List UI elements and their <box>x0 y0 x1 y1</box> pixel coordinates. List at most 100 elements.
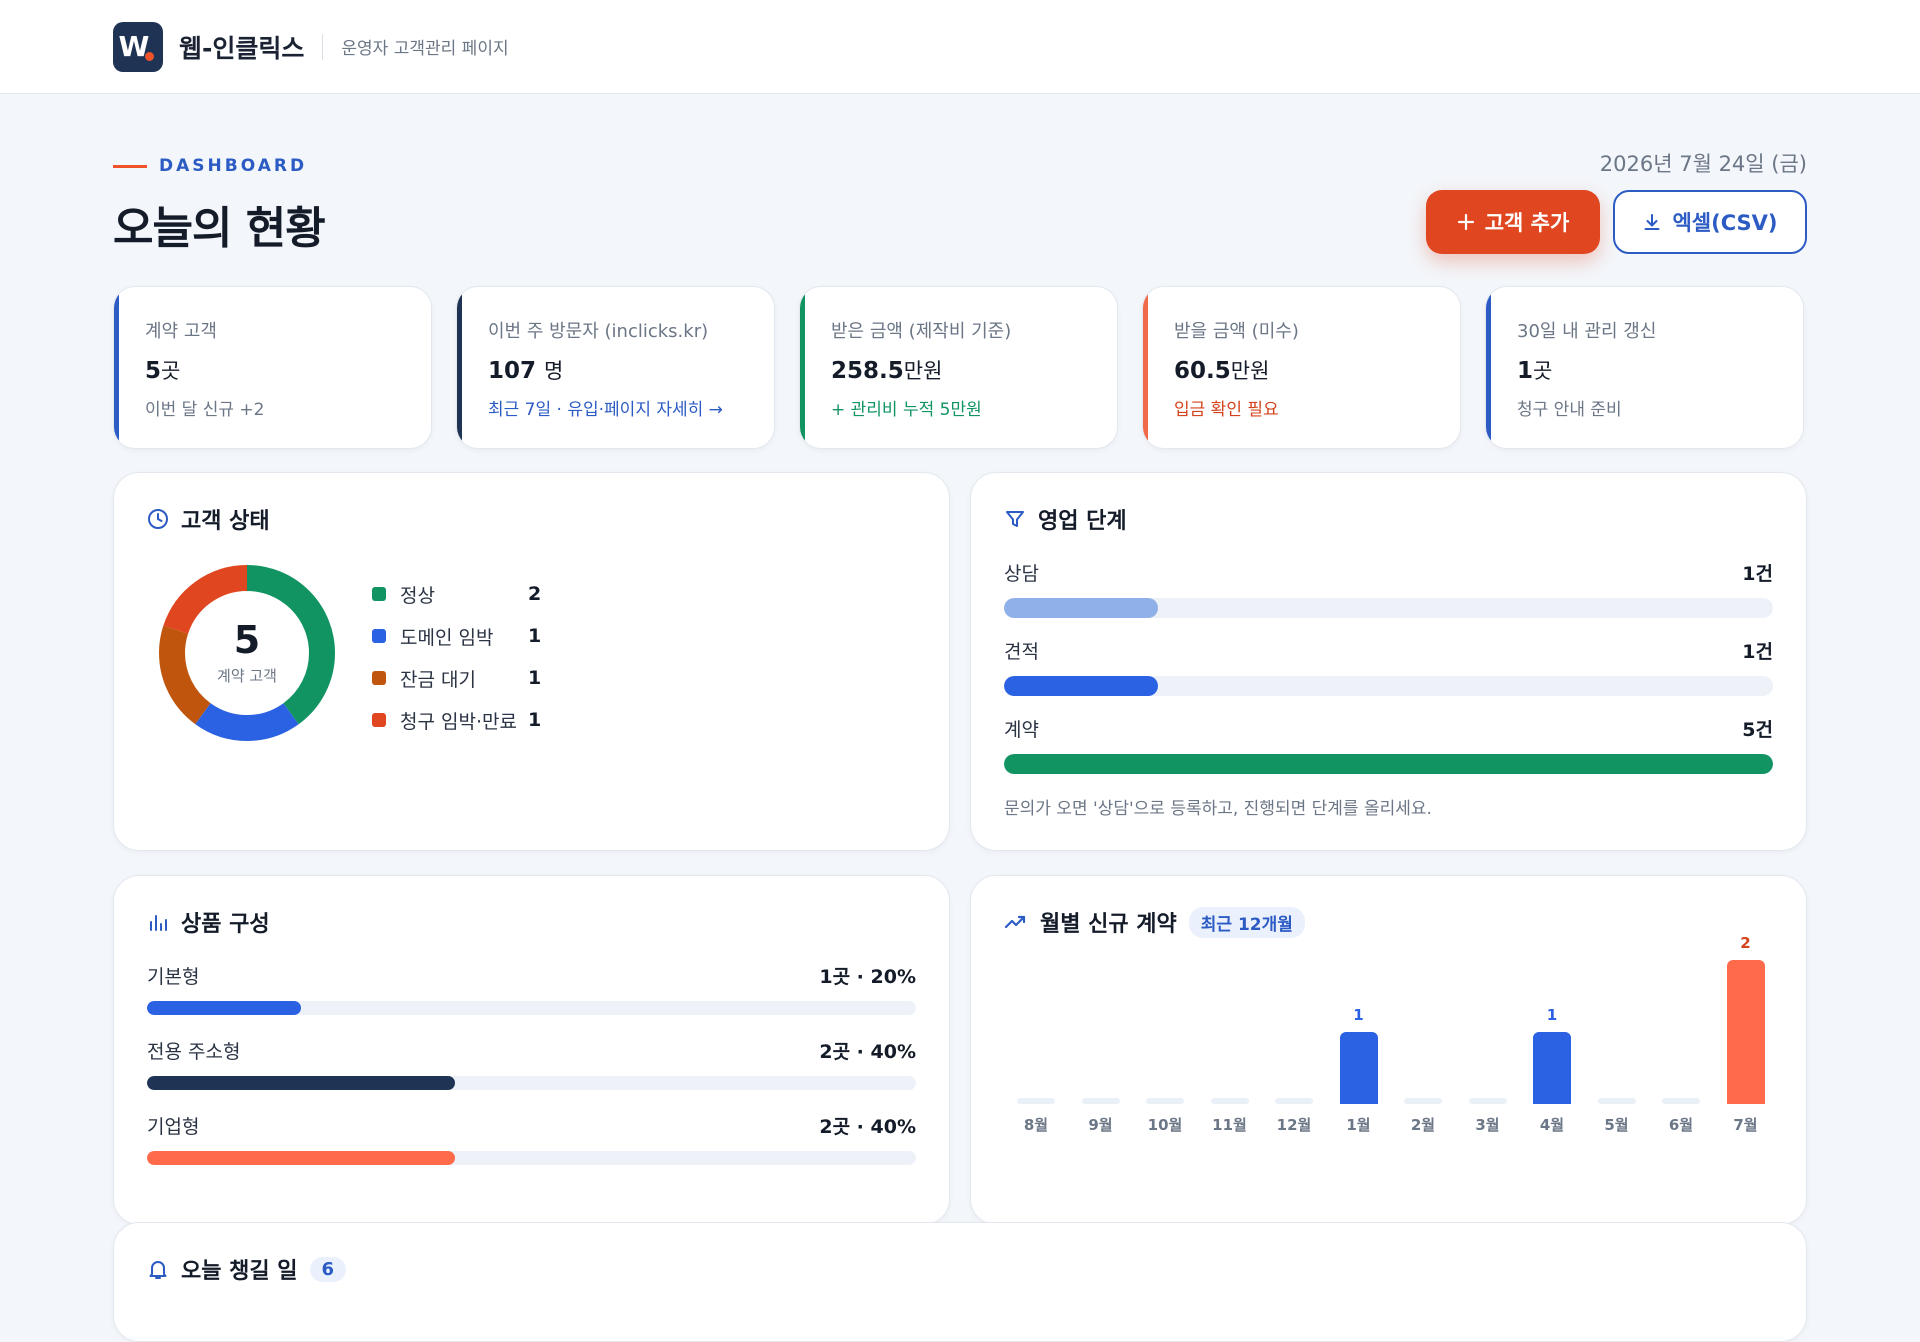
kpi-label: 계약 고객 <box>145 321 217 342</box>
month-bar-empty[interactable] <box>1662 1098 1700 1104</box>
product-label: 기본형 <box>147 966 200 988</box>
product-stat: 2곳 · 40% <box>819 1041 916 1063</box>
sales-pipeline-panel: 영업 단계 상담 1건 견적 1건 계약 5건 문의가 오면 '상담'으로 등록하고,… <box>970 472 1807 851</box>
pipeline-stage[interactable]: 견적 1건 <box>1004 637 1773 696</box>
task-count-badge: 6 <box>309 1256 347 1282</box>
month-label: 11월 <box>1212 1116 1247 1134</box>
logo[interactable]: W <box>113 21 163 72</box>
month-bar-empty[interactable] <box>1597 1098 1636 1104</box>
stage-label: 상담 <box>1004 563 1039 585</box>
stage-track <box>1004 598 1773 618</box>
visitor-detail-link[interactable]: 최근 7일 · 유입·페이지 자세히 → <box>488 400 723 420</box>
kpi-label: 받은 금액 (제작비 기준) <box>831 321 1012 342</box>
kpi-card-contracts[interactable]: 계약 고객 5곳 이번 달 신규 +2 <box>113 286 432 449</box>
stage-count: 5건 <box>1742 719 1773 741</box>
product-mix-panel: 상품 구성 기본형 1곳 · 20% 전용 주소형 2곳 · 40% 기업형 2곳 ·… <box>113 875 950 1225</box>
add-customer-button[interactable]: 고객 추가 <box>1426 190 1600 254</box>
kpi-note: 이번 달 신규 +2 <box>145 400 265 420</box>
legend-label: 청구 임박·만료 <box>400 710 517 733</box>
donut-chart <box>159 565 335 741</box>
product-row[interactable]: 기업형 2곳 · 40% <box>147 1112 916 1165</box>
product-stat: 1곳 · 20% <box>819 966 916 988</box>
month-bar-empty[interactable] <box>1146 1098 1184 1104</box>
month-bar-empty[interactable] <box>1468 1098 1507 1104</box>
legend-label: 정상 <box>400 584 435 607</box>
kpi-card-renewal[interactable]: 30일 내 관리 갱신 1곳 청구 안내 준비 <box>1485 286 1804 449</box>
month-bar-value: 1 <box>1546 1006 1558 1024</box>
legend-item[interactable]: 잔금 대기 1 <box>372 657 541 699</box>
stage-track <box>1004 754 1773 774</box>
trend-icon <box>1004 915 1026 929</box>
kpi-card-receivable[interactable]: 받을 금액 (미수) 60.5만원 입금 확인 필요 <box>1142 286 1461 449</box>
month-bar-empty[interactable] <box>1081 1098 1120 1104</box>
legend-label: 도메인 임박 <box>400 626 494 649</box>
brand-name[interactable]: 웹-인클릭스 <box>179 33 305 63</box>
brand-divider <box>322 33 324 60</box>
legend-swatch <box>372 671 386 685</box>
legend-item[interactable]: 도메인 임박 1 <box>372 615 541 657</box>
kpi-note: + 관리비 누적 5만원 <box>831 400 982 420</box>
kpi-number: 5 <box>145 358 162 384</box>
pipeline-stage[interactable]: 계약 5건 <box>1004 715 1773 774</box>
kpi-accent <box>1143 287 1148 448</box>
month-bar-empty[interactable] <box>1210 1098 1249 1104</box>
panel-title-text: 영업 단계 <box>1038 509 1127 534</box>
bell-icon <box>149 1261 167 1279</box>
donut-segment[interactable] <box>159 565 335 741</box>
kpi-card-received[interactable]: 받은 금액 (제작비 기준) 258.5만원 + 관리비 누적 5만원 <box>799 286 1118 449</box>
customer-status-panel: 고객 상태 5 계약 고객 정상 2 도메인 임박 1 잔금 대기 1 청구 임박·만… <box>113 472 950 851</box>
month-label: 4월 <box>1539 1116 1565 1134</box>
month-bar[interactable] <box>1726 960 1765 1104</box>
month-label: 2월 <box>1410 1116 1436 1134</box>
product-track <box>147 1001 916 1015</box>
kpi-label: 이번 주 방문자 (inclicks.kr) <box>488 321 709 342</box>
brand-subtitle: 운영자 고객관리 페이지 <box>341 39 509 59</box>
stage-count: 1건 <box>1742 641 1773 663</box>
kpi-note: 청구 안내 준비 <box>1517 400 1622 420</box>
legend-swatch <box>372 713 386 727</box>
month-label: 6월 <box>1668 1116 1694 1134</box>
product-track <box>147 1151 916 1165</box>
legend-item[interactable]: 청구 임박·만료 1 <box>372 699 541 741</box>
download-icon <box>1644 214 1660 230</box>
donut-segment[interactable] <box>159 565 335 741</box>
panel-title: 상품 구성 <box>147 906 270 938</box>
kpi-unit: 만원 <box>903 359 943 383</box>
panel-title-text: 오늘 챙길 일 <box>181 1259 298 1284</box>
month-label: 9월 <box>1088 1116 1113 1134</box>
kpi-number: 60.5 <box>1174 358 1231 384</box>
eyebrow: DASHBOARD <box>113 156 307 176</box>
month-bar-empty[interactable] <box>1017 1098 1055 1104</box>
today-tasks-panel: 오늘 챙길 일 6 <box>113 1222 1807 1342</box>
product-row[interactable]: 기본형 1곳 · 20% <box>147 962 916 1015</box>
kpi-unit: 명 <box>544 359 564 383</box>
kpi-card-visitors[interactable]: 이번 주 방문자 (inclicks.kr) 107 명 최근 7일 · 유입·… <box>456 286 775 449</box>
kpi-accent <box>457 287 462 448</box>
panel-title: 고객 상태 <box>147 503 270 535</box>
panel-title-text: 고객 상태 <box>181 509 270 534</box>
legend-count: 1 <box>528 667 542 689</box>
product-row[interactable]: 전용 주소형 2곳 · 40% <box>147 1037 916 1090</box>
month-bar-empty[interactable] <box>1275 1098 1313 1104</box>
month-bar-empty[interactable] <box>1404 1098 1442 1104</box>
panel-title-text: 월별 신규 계약 <box>1040 912 1177 937</box>
top-bar: W 웹-인클릭스 운영자 고객관리 페이지 <box>0 0 1920 94</box>
export-csv-button[interactable]: 엑셀(CSV) <box>1613 190 1807 254</box>
product-fill <box>147 1076 455 1090</box>
eyebrow-line <box>113 164 147 168</box>
kpi-label: 30일 내 관리 갱신 <box>1517 321 1657 342</box>
stage-fill <box>1004 754 1773 774</box>
eyebrow-text: DASHBOARD <box>159 156 308 176</box>
month-label: 5월 <box>1604 1116 1629 1134</box>
pipeline-stage[interactable]: 상담 1건 <box>1004 559 1773 618</box>
legend-item[interactable]: 정상 2 <box>372 573 541 615</box>
month-bar[interactable] <box>1533 1032 1571 1104</box>
month-bar[interactable] <box>1339 1032 1378 1104</box>
month-label: 8월 <box>1023 1116 1049 1134</box>
kpi-value: 1곳 <box>1517 355 1552 385</box>
add-customer-label: 고객 추가 <box>1484 211 1570 235</box>
donut-segment[interactable] <box>159 565 335 741</box>
product-stat: 2곳 · 40% <box>819 1116 916 1138</box>
kpi-unit: 곳 <box>1533 359 1553 383</box>
kpi-accent <box>114 287 119 448</box>
